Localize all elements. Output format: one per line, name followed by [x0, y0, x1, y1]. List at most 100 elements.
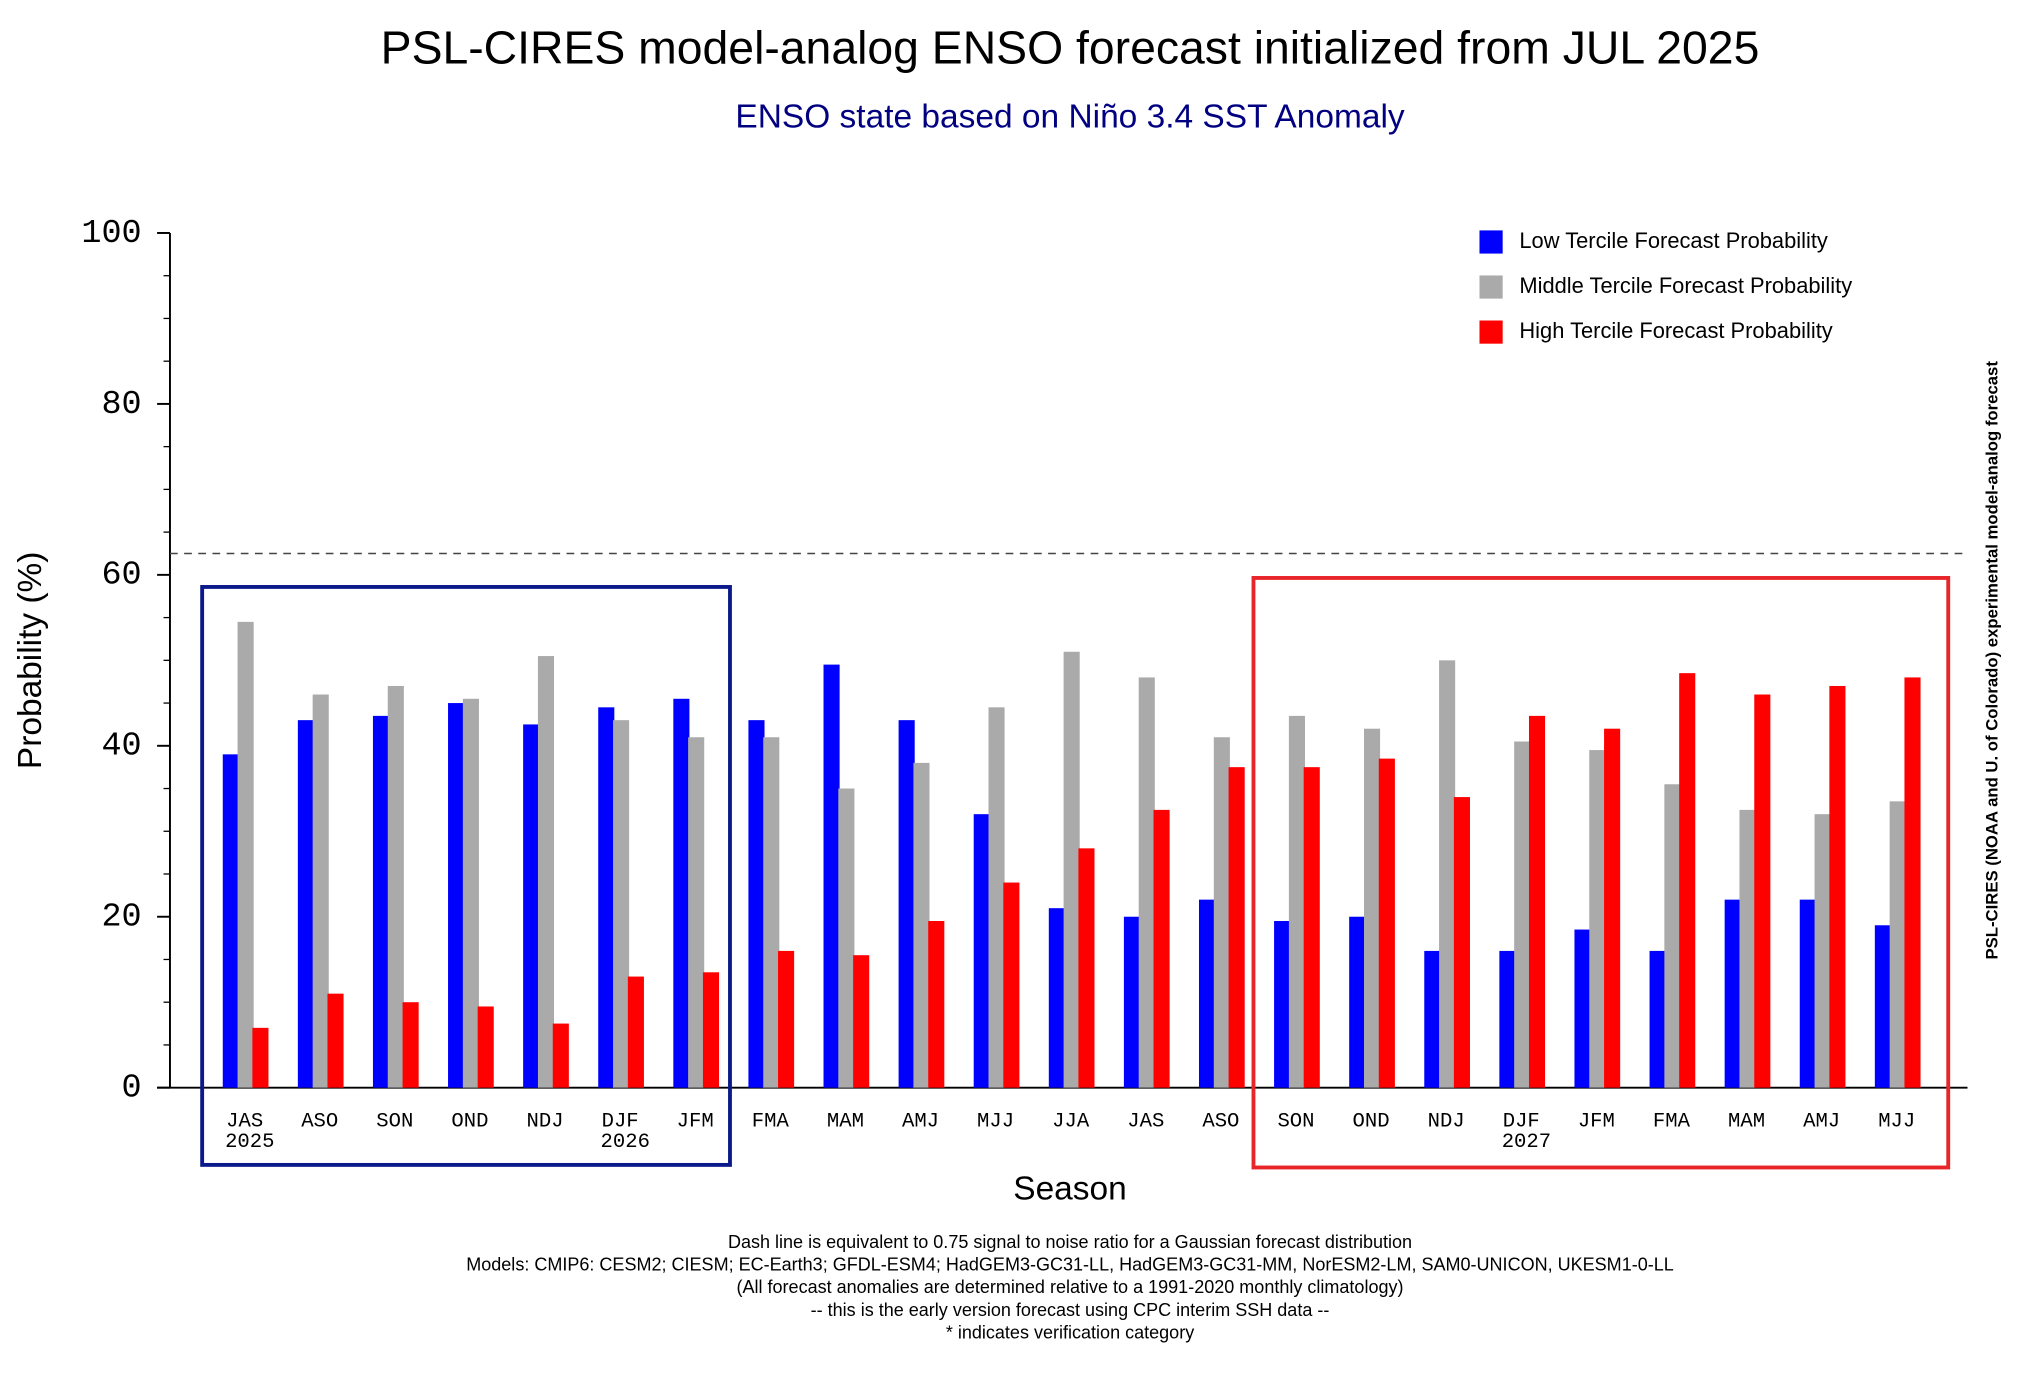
bar [387, 685, 404, 1088]
legend-label: Low Tercile Forecast Probability [1519, 228, 1828, 253]
x-tick-label: MAM [827, 1111, 864, 1134]
x-tick-label: SON [1277, 1111, 1314, 1134]
bar [973, 814, 990, 1088]
bar [1003, 882, 1020, 1088]
bar [552, 1023, 569, 1088]
bar [1679, 673, 1696, 1088]
bar [1078, 848, 1095, 1088]
bar [928, 921, 945, 1088]
bar [838, 788, 855, 1088]
x-tick-year: 2026 [601, 1131, 650, 1154]
bar [1649, 950, 1666, 1088]
bar [1889, 801, 1906, 1088]
bar [823, 664, 840, 1088]
bar [627, 976, 644, 1088]
highlight-box [1251, 576, 1951, 1170]
bar [598, 707, 615, 1088]
legend-swatch [1479, 230, 1503, 254]
legend-label: High Tercile Forecast Probability [1519, 318, 1832, 343]
bar [1589, 750, 1606, 1088]
footnote: -- this is the early version forecast us… [811, 1300, 1330, 1320]
x-tick-label: JFM [1578, 1111, 1615, 1134]
bar [1604, 728, 1621, 1088]
x-tick-label: MJJ [977, 1111, 1014, 1134]
y-tick-label: 60 [101, 557, 141, 595]
bar [402, 1002, 419, 1088]
bar [1378, 758, 1395, 1088]
bar [312, 694, 329, 1088]
x-tick-label: AMJ [1803, 1111, 1840, 1134]
x-tick-label: AMJ [902, 1111, 939, 1134]
bar [252, 1027, 269, 1088]
bar [1063, 651, 1080, 1088]
footnote: (All forecast anomalies are determined r… [737, 1277, 1404, 1297]
bar [778, 950, 795, 1088]
bar [1439, 660, 1456, 1088]
bar [237, 621, 254, 1088]
bar [1363, 728, 1381, 1088]
legend-swatch [1479, 275, 1503, 299]
bar [613, 720, 630, 1088]
bar [1874, 925, 1891, 1088]
bar [1499, 950, 1516, 1088]
bar [688, 737, 705, 1088]
side-note: PSL-CIRES (NOAA and U. of Colorado) expe… [1983, 361, 2002, 960]
x-tick-label: NDJ [527, 1111, 564, 1134]
bar [222, 754, 239, 1088]
y-tick-label: 0 [122, 1070, 142, 1108]
bar [1739, 809, 1756, 1088]
bar [1048, 908, 1065, 1088]
bar [1754, 694, 1771, 1088]
footnote: * indicates verification category [946, 1322, 1194, 1342]
y-tick-label: 80 [101, 386, 141, 424]
y-tick-label: 20 [101, 899, 141, 937]
x-tick-year: 2025 [225, 1131, 274, 1154]
bar [1724, 899, 1741, 1088]
bar [1453, 797, 1470, 1088]
bar [1213, 737, 1230, 1088]
bar [1829, 685, 1846, 1088]
bar [763, 737, 780, 1088]
x-axis-label: Season [1013, 1170, 1127, 1207]
x-tick-label: JFM [677, 1111, 714, 1134]
x-tick-label: MJJ [1878, 1111, 1915, 1134]
bar [1574, 929, 1591, 1088]
x-tick-label: JAS [226, 1111, 263, 1134]
bar [1514, 741, 1531, 1088]
y-axis-label: Probability (%) [12, 552, 49, 770]
y-tick-label: 40 [101, 728, 141, 766]
bar [1198, 899, 1216, 1088]
bar [1123, 916, 1140, 1088]
bar [748, 720, 765, 1088]
bar [1904, 677, 1921, 1088]
x-tick-label: ASO [301, 1111, 338, 1134]
bar [1349, 916, 1366, 1088]
bar [1303, 767, 1320, 1088]
x-tick-label: DJF [602, 1111, 639, 1134]
x-tick-label: FMA [752, 1111, 790, 1134]
x-tick-label: SON [376, 1111, 413, 1134]
footnote: Dash line is equivalent to 0.75 signal t… [728, 1232, 1412, 1252]
bar [477, 1006, 494, 1088]
bar [913, 762, 930, 1088]
bar [1664, 784, 1681, 1088]
x-tick-label: JAS [1127, 1111, 1164, 1134]
legend-label: Middle Tercile Forecast Probability [1519, 273, 1852, 298]
bar [1138, 677, 1155, 1088]
bar [673, 698, 690, 1088]
bar [297, 720, 314, 1088]
x-tick-label: FMA [1653, 1111, 1691, 1134]
bar [1288, 715, 1305, 1088]
x-tick-label: OND [1353, 1111, 1390, 1134]
bar [537, 656, 555, 1088]
bar [1424, 950, 1441, 1088]
bar [523, 724, 540, 1088]
bar [448, 703, 465, 1088]
x-tick-label: JJA [1052, 1111, 1090, 1134]
bar [1274, 921, 1291, 1088]
bar [853, 955, 870, 1088]
bar [1153, 809, 1170, 1088]
x-tick-label: OND [451, 1111, 488, 1134]
bar [372, 715, 390, 1088]
x-tick-label: NDJ [1428, 1111, 1465, 1134]
